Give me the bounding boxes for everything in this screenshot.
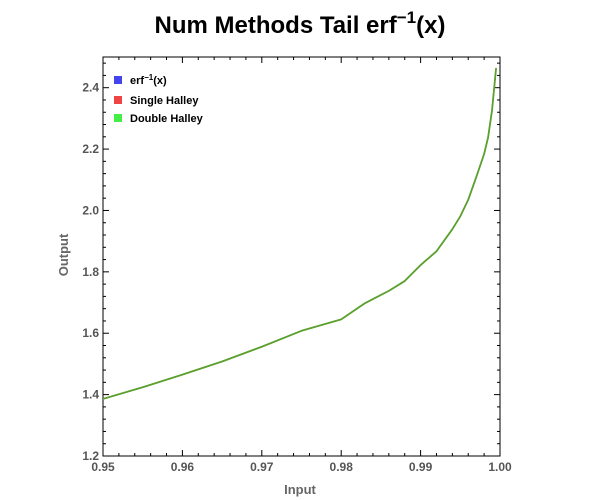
legend-label-single-halley: Single Halley (130, 95, 199, 107)
y-axis-label: Output (56, 233, 71, 276)
legend-erf-base: erf (130, 75, 144, 87)
y-tick-label: 1.6 (82, 326, 99, 340)
series-line-double-halley (103, 67, 497, 400)
x-tick-label: 0.95 (91, 460, 115, 474)
y-tick-label: 2.2 (82, 142, 99, 156)
y-tick-label: 2.0 (82, 203, 99, 217)
x-tick-label: 0.99 (409, 460, 433, 474)
x-tick-label: 0.96 (171, 460, 195, 474)
legend-swatch-single-halley (114, 96, 122, 104)
chart-title-main: Num Methods Tail erf (155, 12, 398, 39)
legend: erf−1(x) Single Halley Double Halley (114, 73, 204, 125)
chart-title-suffix: (x) (416, 12, 445, 39)
chart-title: Num Methods Tail erf−1(x) (155, 8, 446, 39)
y-tick-label: 1.4 (82, 388, 99, 402)
chart-title-superscript: −1 (397, 8, 416, 27)
x-tick-label: 0.98 (330, 460, 354, 474)
y-tick-label: 1.8 (82, 265, 99, 279)
y-tick-label: 1.2 (82, 449, 99, 463)
x-ticks: 0.95 0.96 0.97 0.98 0.99 1.00 (91, 57, 512, 474)
x-tick-label: 0.97 (250, 460, 274, 474)
legend-label-erf: erf−1(x) (130, 73, 167, 87)
legend-erf-suffix: (x) (153, 75, 167, 87)
plot-frame (102, 56, 501, 457)
legend-label-double-halley: Double Halley (130, 113, 204, 125)
y-tick-label: 2.4 (82, 81, 99, 95)
legend-swatch-double-halley (114, 114, 122, 122)
y-ticks: 1.2 1.4 1.6 1.8 2.0 2.2 2.4 (82, 62, 500, 463)
legend-swatch-erf (114, 76, 122, 84)
legend-erf-sup: −1 (144, 73, 154, 82)
plot-area (103, 67, 497, 400)
x-axis-label: Input (284, 482, 316, 497)
x-tick-label: 1.00 (488, 460, 512, 474)
